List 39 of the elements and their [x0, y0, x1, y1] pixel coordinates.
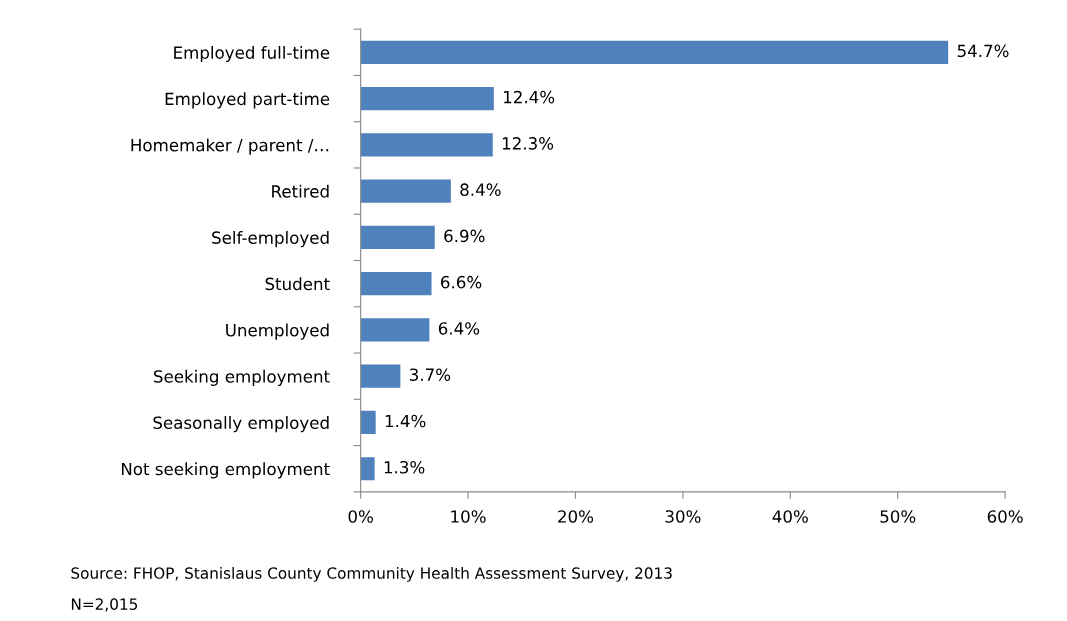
data-label: 6.6% [441, 275, 482, 289]
data-label: 12.3% [502, 137, 554, 150]
y-tick-label: Not seeking employment [121, 462, 330, 479]
data-label: 6.9% [444, 229, 485, 243]
y-tick-label: Retired [272, 184, 329, 198]
y-tick-label: Homemaker / parent /… [131, 138, 329, 155]
data-label: 54.7% [957, 44, 1009, 58]
x-tick-label: 0% [348, 510, 373, 523]
data-label: 12.4% [504, 90, 555, 104]
y-tick-label: Seasonally employed [153, 416, 329, 433]
bar [360, 318, 430, 342]
bar [360, 40, 949, 64]
x-tick-label: 30% [665, 510, 701, 523]
data-label: 8.4% [460, 183, 501, 196]
x-tick-label: 60% [987, 510, 1023, 523]
y-tick-label: Employed part-time [165, 92, 330, 109]
bar [360, 87, 494, 111]
x-tick-label: 50% [880, 510, 916, 523]
y-tick-label: Employed full-time [174, 45, 330, 63]
x-tick-label: 40% [772, 510, 808, 523]
y-tick-label: Self-employed [212, 231, 329, 248]
data-label: 1.4% [385, 414, 426, 428]
bar [360, 272, 432, 296]
bar [360, 410, 376, 434]
bar [360, 225, 435, 249]
bar [360, 179, 451, 203]
data-label: 1.3% [384, 460, 425, 474]
x-tick-label: 20% [558, 510, 594, 523]
text: N=2,015 [71, 598, 138, 612]
source-note: Source: FHOP, Stanislaus County Community Health Assessment Survey, 2013 [71, 567, 672, 582]
bar [360, 364, 401, 388]
y-tick-label: Student [265, 277, 330, 291]
data-label: 6.4% [438, 322, 480, 335]
bar [360, 457, 375, 481]
x-tick-label: 10% [451, 510, 486, 523]
y-tick-label: Unemployed [226, 323, 329, 340]
y-tick-label: Seeking employment [154, 369, 330, 386]
bar [360, 133, 493, 157]
data-label: 3.7% [409, 368, 451, 382]
